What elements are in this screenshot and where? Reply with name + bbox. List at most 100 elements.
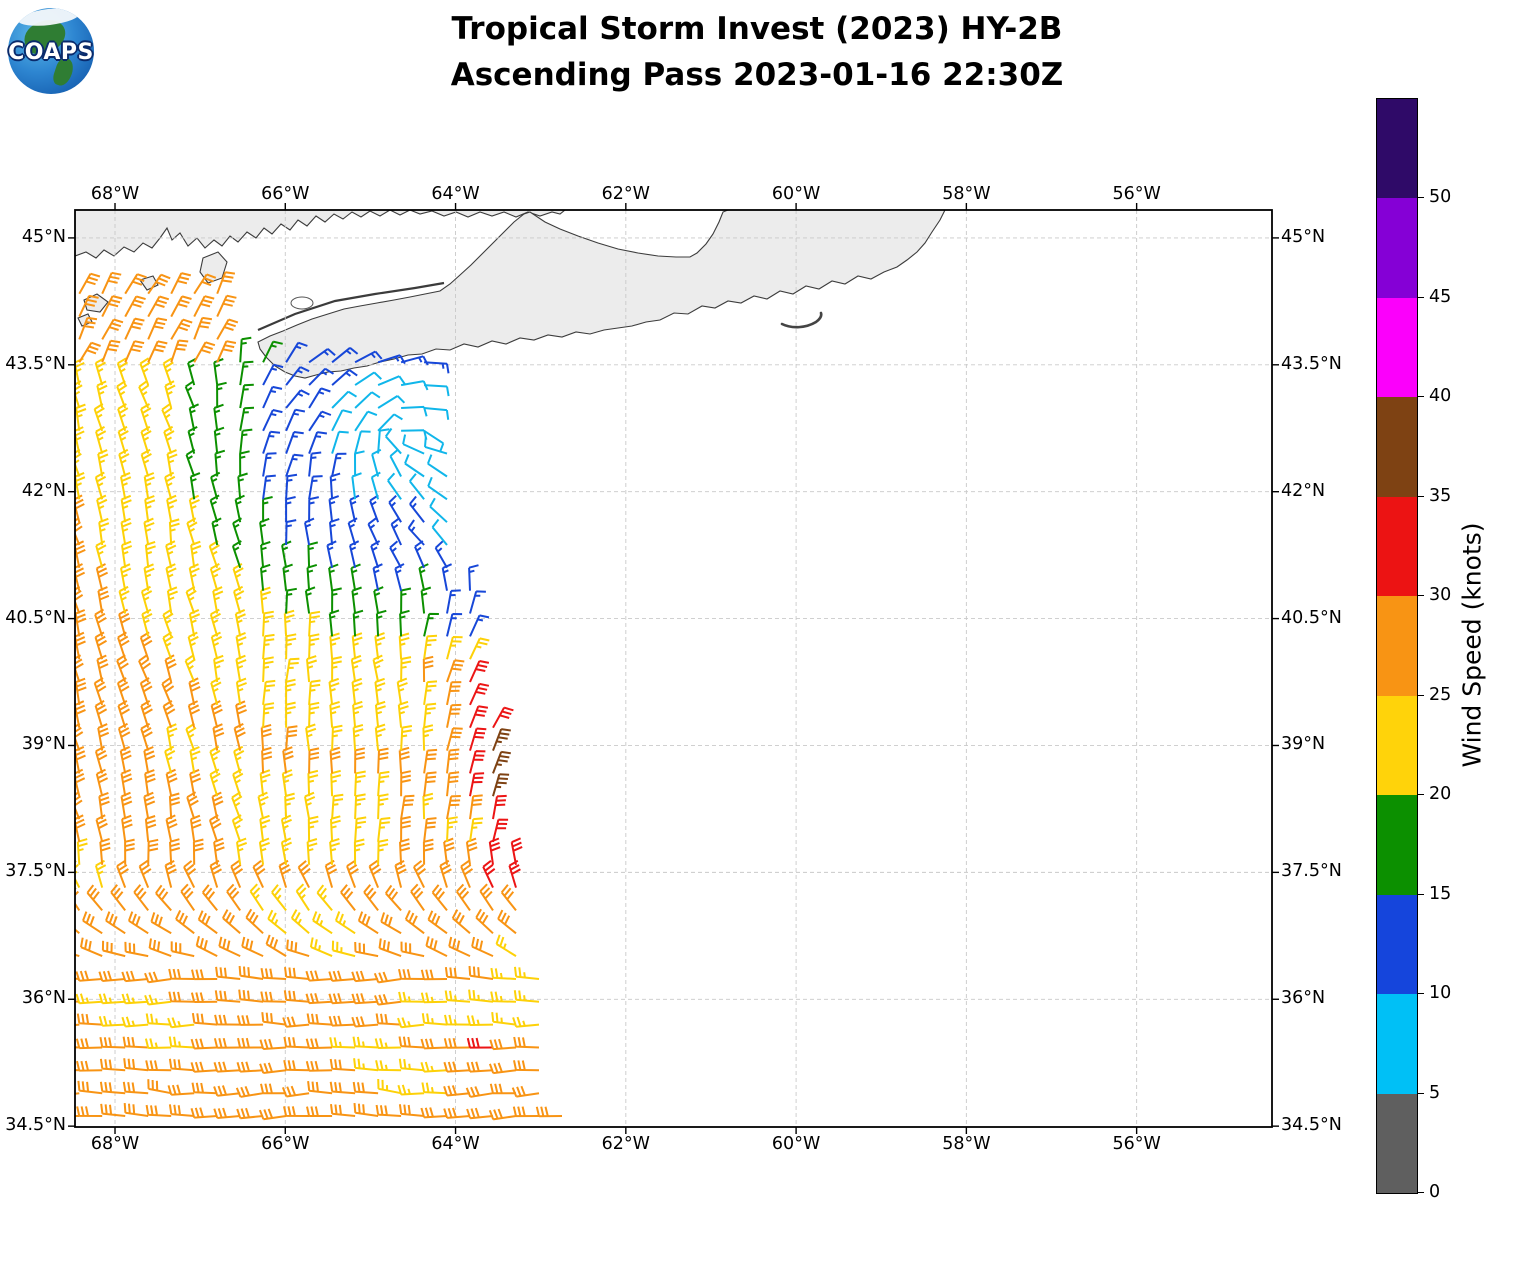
wind-barb bbox=[233, 745, 245, 774]
wind-barb bbox=[491, 1011, 517, 1026]
wind-barb bbox=[354, 770, 366, 797]
colorbar-tick bbox=[1417, 197, 1424, 199]
wind-barb bbox=[99, 1058, 126, 1072]
wind-barb bbox=[145, 1104, 172, 1117]
wind-barb bbox=[164, 471, 176, 500]
wind-barb bbox=[239, 428, 253, 454]
wind-barb bbox=[471, 936, 494, 958]
wind-barb bbox=[374, 993, 402, 1006]
wind-barb bbox=[469, 590, 486, 614]
y-axis-label-left: 34.5°N bbox=[5, 1115, 66, 1136]
wind-barb bbox=[101, 339, 121, 363]
wind-barb bbox=[469, 660, 490, 683]
wind-barb bbox=[97, 586, 110, 614]
wind-barb bbox=[169, 838, 181, 865]
wind-barb bbox=[404, 909, 425, 935]
colorbar-tick-label: 25 bbox=[1429, 684, 1452, 705]
wind-barb bbox=[124, 838, 135, 865]
wind-barb bbox=[283, 990, 310, 1003]
wind-barb bbox=[168, 1058, 195, 1072]
wind-barb bbox=[420, 586, 432, 614]
x-axis-label-bottom: 64°W bbox=[431, 1134, 480, 1154]
wind-barb bbox=[121, 1016, 149, 1028]
y-axis-label-left: 36°N bbox=[21, 988, 66, 1009]
wind-barb bbox=[388, 494, 402, 523]
y-axis-label-right: 39°N bbox=[1281, 734, 1326, 755]
colorbar-tick bbox=[1417, 595, 1424, 597]
x-axis-label-bottom: 66°W bbox=[261, 1134, 310, 1154]
wind-barb bbox=[123, 1103, 149, 1117]
wind-barb bbox=[165, 563, 177, 591]
wind-barb bbox=[208, 540, 220, 569]
wind-barb bbox=[423, 429, 445, 453]
wind-barb bbox=[245, 908, 264, 935]
wind-barb bbox=[307, 1080, 333, 1095]
wind-barb bbox=[465, 1086, 494, 1098]
wind-barb bbox=[409, 495, 425, 523]
wind-barb bbox=[420, 969, 448, 981]
wind-barb bbox=[75, 953, 80, 958]
wind-barb bbox=[513, 1036, 540, 1049]
wind-barb bbox=[372, 563, 383, 591]
wind-barb bbox=[495, 934, 517, 957]
x-axis-label-top: 64°W bbox=[431, 184, 480, 204]
wind-barb bbox=[351, 586, 362, 614]
colorbar-segment bbox=[1377, 197, 1417, 298]
wind-barb bbox=[308, 633, 320, 660]
wind-barb bbox=[94, 700, 108, 728]
wind-barb bbox=[94, 631, 107, 660]
wind-barb bbox=[329, 632, 341, 660]
wind-barb bbox=[75, 887, 81, 911]
wind-barb bbox=[235, 631, 247, 660]
wind-barb bbox=[94, 859, 107, 888]
colorbar-segment bbox=[1377, 993, 1417, 1094]
wind-barb bbox=[285, 366, 310, 386]
wind-barb bbox=[492, 728, 511, 751]
wind-barb bbox=[308, 610, 321, 637]
wind-barb bbox=[122, 1036, 149, 1049]
colorbar-tick-label: 5 bbox=[1429, 1082, 1441, 1103]
wind-barb bbox=[121, 540, 133, 568]
wind-barb bbox=[492, 818, 509, 843]
wind-barb bbox=[422, 792, 434, 820]
wind-barb bbox=[420, 992, 448, 1004]
colorbar-segment bbox=[1377, 297, 1417, 398]
wind-barb bbox=[469, 772, 485, 797]
wind-barb bbox=[261, 746, 273, 774]
wind-barb bbox=[513, 990, 540, 1003]
wind-barb bbox=[168, 1104, 195, 1117]
wind-barbs bbox=[75, 271, 563, 1121]
wind-barb bbox=[239, 450, 250, 477]
wind-barb bbox=[469, 727, 487, 751]
wind-barb bbox=[121, 993, 149, 1005]
wind-barb bbox=[308, 496, 320, 523]
wind-barb bbox=[469, 817, 484, 843]
wind-barb bbox=[100, 1103, 126, 1117]
wind-barb bbox=[239, 360, 254, 386]
wind-barb bbox=[189, 746, 201, 774]
wind-barb bbox=[96, 380, 108, 409]
wind-barb bbox=[170, 339, 189, 363]
wind-barb bbox=[281, 769, 293, 797]
wind-barb bbox=[354, 941, 379, 958]
wind-barb bbox=[95, 768, 109, 797]
wind-barb bbox=[259, 1038, 287, 1050]
title-line-1: Tropical Storm Invest (2023) HY-2B bbox=[451, 11, 1063, 47]
wind-barb bbox=[466, 1037, 494, 1049]
wind-barb bbox=[307, 769, 319, 797]
wind-barb bbox=[414, 540, 426, 569]
y-axis-label-left: 40.5°N bbox=[5, 607, 66, 628]
wind-barb bbox=[469, 637, 490, 660]
wind-barb bbox=[285, 725, 298, 751]
wind-barb bbox=[389, 449, 402, 477]
wind-barb bbox=[413, 860, 427, 889]
wind-barb bbox=[285, 431, 304, 454]
wind-barb bbox=[328, 993, 356, 1005]
y-axis-label-right: 43.5°N bbox=[1281, 353, 1342, 374]
wind-barb bbox=[295, 883, 310, 911]
wind-barb bbox=[144, 815, 157, 842]
wind-barb bbox=[75, 860, 81, 889]
colorbar-tick bbox=[1417, 993, 1424, 995]
wind-barb bbox=[429, 497, 448, 523]
wind-barb bbox=[75, 1038, 103, 1050]
